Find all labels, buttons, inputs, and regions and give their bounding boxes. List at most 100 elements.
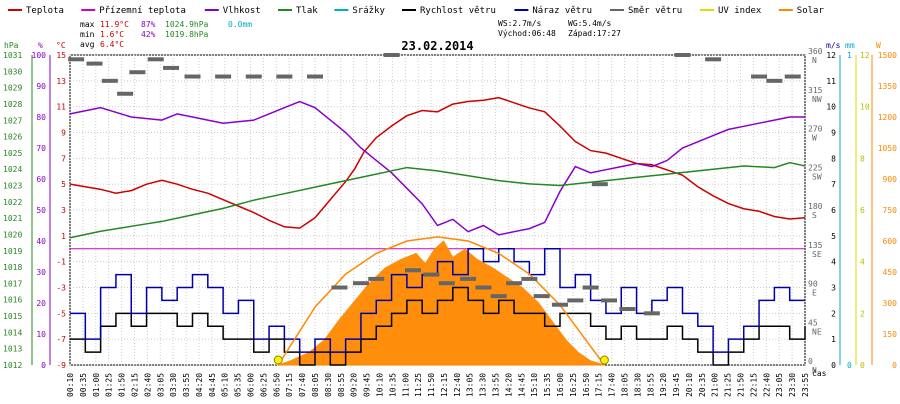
tick-dir: 225	[808, 163, 823, 172]
tick-temp: 15	[56, 51, 66, 60]
legend-label: Rychlost větru	[420, 6, 496, 16]
tick-hpa: 1014	[3, 328, 22, 337]
series-line	[277, 236, 606, 366]
sunset-text: Západ:17:27	[568, 29, 621, 38]
tick-x: 12:15	[440, 373, 449, 397]
tick-pct: 100	[32, 51, 47, 60]
tick-hpa: 1020	[3, 230, 22, 239]
tick-x: 16:50	[582, 373, 591, 397]
tick-hpa: 1024	[3, 165, 22, 174]
tick-x: 02:40	[143, 373, 152, 397]
wind-dir-mark	[766, 78, 783, 83]
tick-dir-label: SW	[812, 172, 822, 181]
tick-pct: 10	[36, 330, 46, 339]
tick-ms: 5	[831, 232, 836, 241]
tick-x: 06:25	[259, 373, 268, 397]
wind-dir-mark	[117, 91, 134, 96]
tick-hpa: 1027	[3, 116, 22, 125]
legend-label: UV index	[718, 6, 762, 16]
tick-pct: 70	[36, 144, 46, 153]
tick-mm: 1	[847, 51, 852, 60]
tick-ms: 4	[831, 258, 836, 267]
wind-dir-mark	[751, 74, 768, 79]
stats-text: min	[80, 30, 95, 39]
tick-x: 08:05	[311, 373, 320, 397]
tick-x: 10:10	[375, 373, 384, 397]
wind-dir-mark	[601, 298, 617, 303]
tick-x: 23:30	[788, 373, 797, 397]
wind-dir-mark	[643, 311, 660, 316]
wind-dir-mark	[184, 74, 201, 79]
wind-dir-mark	[490, 294, 507, 299]
tick-x: 12:40	[453, 373, 462, 397]
tick-temp: -9	[56, 361, 66, 370]
stats-text: 1.6°C	[100, 30, 124, 39]
tick-watt: 750	[883, 206, 898, 215]
tick-x: 22:40	[762, 373, 771, 397]
tick-temp: 1	[61, 232, 66, 241]
chart-title: 23.02.2014	[401, 39, 473, 53]
tick-temp: -3	[56, 284, 66, 293]
stats-text: 42%	[141, 30, 156, 39]
tick-uv: 4	[860, 258, 865, 267]
tick-dir: 315	[808, 86, 823, 95]
tick-x: 10:35	[388, 373, 397, 397]
tick-pct: 90	[36, 82, 46, 91]
wind-dir-mark	[215, 74, 232, 79]
wind-dir-mark	[475, 285, 492, 290]
stats-text: 0.0mm	[228, 20, 252, 29]
tick-x: 05:35	[234, 373, 243, 397]
tick-dir: 0	[808, 357, 813, 366]
tick-x: 07:15	[285, 373, 294, 397]
axis-unit-ms: m/s	[826, 41, 841, 50]
tick-hpa: 1025	[3, 149, 22, 158]
tick-x: 21:50	[737, 373, 746, 397]
wind-dir-mark	[619, 307, 636, 312]
tick-uv: 2	[860, 309, 865, 318]
tick-x: 03:55	[182, 373, 191, 397]
tick-x: 06:50	[272, 373, 281, 397]
tick-temp: 3	[61, 206, 66, 215]
tick-mm: 0	[847, 361, 852, 370]
stats-text: 1019.8hPa	[165, 30, 209, 39]
tick-dir: 180	[808, 202, 823, 211]
tick-x: 06:00	[247, 373, 256, 397]
wind-dir-mark	[460, 276, 477, 281]
stats-text: avg	[80, 40, 95, 49]
wind-dir-mark	[506, 281, 523, 286]
tick-x: 14:20	[504, 373, 513, 397]
tick-x: 22:15	[749, 373, 758, 397]
tick-hpa: 1022	[3, 198, 22, 207]
tick-hpa: 1019	[3, 247, 22, 256]
stats-text: 6.4°C	[100, 40, 124, 49]
series-line	[70, 248, 805, 353]
series-area	[278, 240, 605, 366]
tick-pct: 50	[36, 206, 46, 215]
tick-x: 17:40	[608, 373, 617, 397]
tick-hpa: 1013	[3, 345, 22, 354]
tick-pct: 60	[36, 175, 46, 184]
stats-text: max	[80, 20, 95, 29]
tick-hpa: 1030	[3, 67, 22, 76]
wind-dir-mark	[307, 74, 323, 79]
tick-watt: 300	[883, 299, 898, 308]
tick-x: 03:05	[156, 373, 165, 397]
wind-dir-mark	[438, 281, 455, 286]
stats-text: 87%	[141, 20, 156, 29]
tick-hpa: 1029	[3, 84, 22, 93]
tick-hpa: 1012	[3, 361, 22, 370]
tick-ms: 9	[831, 129, 836, 138]
tick-x: 20:10	[685, 373, 694, 397]
tick-ms: 7	[831, 180, 836, 189]
wind-dir-mark	[368, 276, 385, 281]
tick-dir: 45	[808, 318, 818, 327]
axis-unit-mm: mm	[845, 41, 855, 50]
tick-x: 18:55	[646, 373, 655, 397]
tick-x: 03:30	[169, 373, 178, 397]
wind-dir-mark	[331, 285, 348, 290]
tick-watt: 1350	[878, 82, 897, 91]
wind-dir-mark	[552, 302, 568, 307]
wind-dir-mark	[582, 285, 599, 290]
tick-x: 18:05	[620, 373, 629, 397]
tick-x: 18:30	[633, 373, 642, 397]
